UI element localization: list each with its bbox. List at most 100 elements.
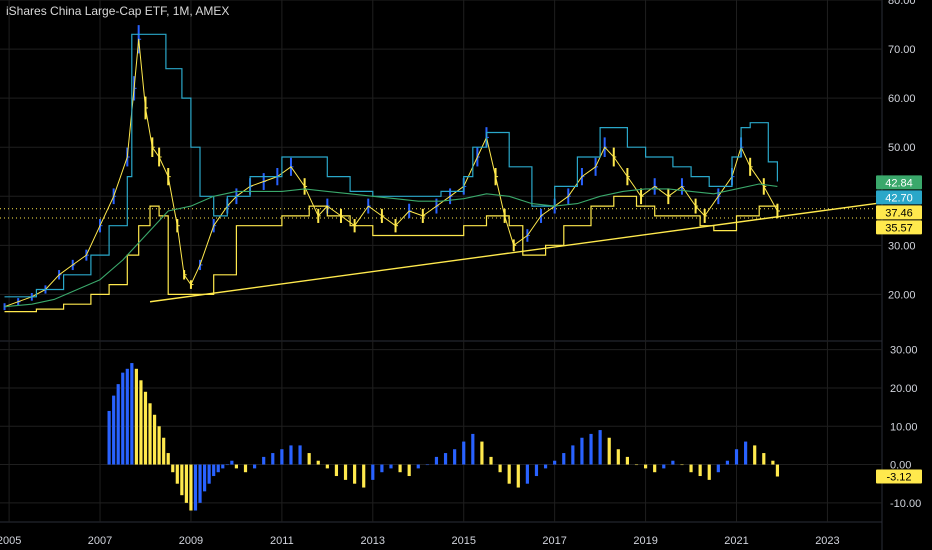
histogram-bar bbox=[307, 453, 311, 465]
histogram-bar bbox=[280, 449, 284, 465]
histogram-bar bbox=[253, 464, 257, 469]
histogram-bar bbox=[507, 464, 511, 484]
histogram-bar bbox=[616, 449, 620, 465]
last-value-label: 42.70 bbox=[885, 192, 913, 204]
histogram-bar bbox=[171, 464, 175, 473]
last-value-badge bbox=[876, 190, 922, 205]
x-tick-label: 2005 bbox=[0, 535, 21, 547]
histogram-bar bbox=[243, 464, 248, 473]
histogram-bar bbox=[653, 464, 657, 473]
histogram-bar bbox=[716, 464, 720, 473]
hist-y-tick-label: 0.00 bbox=[890, 460, 911, 472]
last-value-badge bbox=[876, 220, 922, 235]
histogram-bar bbox=[607, 437, 611, 465]
hist-y-tick-label: 10.00 bbox=[890, 421, 918, 433]
histogram-bar bbox=[407, 464, 411, 477]
histogram-bar bbox=[221, 464, 225, 469]
price-y-tick-label: 80.00 bbox=[888, 0, 916, 7]
chart-title: iShares China Large-Cap ETF, 1M, AMEX bbox=[6, 4, 230, 18]
histogram-bar bbox=[316, 460, 320, 465]
histogram-bar bbox=[334, 464, 339, 477]
x-tick-label: 2017 bbox=[542, 535, 566, 547]
histogram-bar bbox=[525, 464, 529, 484]
hist-y-tick-label: 20.00 bbox=[890, 383, 918, 395]
histogram-bar bbox=[625, 456, 629, 465]
histogram-bar bbox=[289, 445, 293, 465]
histogram-bar bbox=[112, 395, 116, 465]
hist-last-value-label: -3.12 bbox=[886, 472, 911, 484]
histogram-bar bbox=[471, 433, 475, 465]
histogram-bar bbox=[184, 464, 188, 503]
histogram-bar bbox=[543, 464, 548, 469]
x-tick-label: 2013 bbox=[361, 535, 385, 547]
price-y-tick-label: 30.00 bbox=[888, 240, 916, 252]
histogram-bar bbox=[121, 372, 125, 465]
histogram-bar bbox=[498, 464, 502, 473]
histogram-bar bbox=[125, 368, 129, 465]
last-value-label: 42.84 bbox=[885, 177, 913, 189]
histogram-bar bbox=[462, 441, 466, 465]
histogram-bar bbox=[298, 445, 302, 465]
histogram-bar bbox=[134, 368, 138, 465]
histogram-bar bbox=[343, 464, 348, 480]
histogram-bar bbox=[202, 464, 207, 492]
hist-last-value-badge bbox=[876, 469, 922, 484]
histogram-bar bbox=[166, 453, 170, 465]
histogram-bar bbox=[771, 460, 775, 465]
histogram-bar bbox=[443, 453, 448, 465]
histogram-panel bbox=[107, 363, 780, 511]
price-y-tick-label: 60.00 bbox=[888, 93, 916, 105]
histogram-bar bbox=[753, 445, 757, 465]
histogram-bar bbox=[398, 464, 402, 473]
histogram-bar bbox=[725, 460, 730, 465]
x-tick-label: 2023 bbox=[815, 535, 839, 547]
x-tick-label: 2021 bbox=[724, 535, 748, 547]
histogram-bar bbox=[362, 464, 366, 488]
histogram-bar bbox=[707, 464, 711, 480]
histogram-bar bbox=[212, 464, 216, 477]
price-panel bbox=[0, 25, 883, 313]
histogram-bar bbox=[130, 363, 134, 465]
histogram-bar bbox=[434, 456, 439, 465]
price-y-tick-label: 50.00 bbox=[888, 142, 916, 154]
histogram-bar bbox=[453, 449, 457, 465]
histogram-bar bbox=[230, 460, 234, 465]
histogram-bar bbox=[180, 464, 184, 496]
histogram-bar bbox=[380, 464, 384, 473]
histogram-bar bbox=[207, 464, 211, 484]
histogram-bar bbox=[107, 410, 111, 465]
lower-band-line bbox=[4, 195, 779, 313]
histogram-bar bbox=[162, 437, 166, 465]
x-tick-label: 2011 bbox=[270, 535, 294, 547]
histogram-bar bbox=[175, 464, 179, 484]
x-tick-label: 2009 bbox=[179, 535, 203, 547]
last-value-label: 35.57 bbox=[885, 222, 913, 234]
histogram-bar bbox=[580, 437, 584, 465]
histogram-bar bbox=[262, 456, 266, 465]
histogram-bar bbox=[193, 464, 198, 511]
histogram-bar bbox=[598, 430, 602, 465]
last-value-badge bbox=[876, 205, 922, 220]
histogram-bar bbox=[534, 464, 539, 477]
histogram-bar bbox=[698, 464, 702, 477]
histogram-bar bbox=[139, 380, 143, 465]
histogram-bar bbox=[516, 464, 520, 488]
x-tick-label: 2015 bbox=[451, 535, 475, 547]
histogram-bar bbox=[662, 464, 666, 469]
hist-y-tick-label: 30.00 bbox=[890, 345, 918, 357]
price-y-tick-label: 70.00 bbox=[888, 44, 916, 56]
histogram-bar bbox=[762, 453, 766, 465]
histogram-bar bbox=[553, 460, 557, 465]
histogram-bar bbox=[562, 453, 566, 465]
price-series-line bbox=[4, 38, 778, 308]
histogram-bar bbox=[416, 464, 420, 469]
histogram-bar bbox=[234, 464, 239, 469]
histogram-bar bbox=[671, 460, 675, 465]
histogram-bar bbox=[634, 464, 639, 466]
histogram-bar bbox=[225, 464, 229, 466]
histogram-bar bbox=[571, 445, 575, 465]
price-y-tick-label: 20.00 bbox=[888, 289, 916, 301]
histogram-bar bbox=[148, 403, 152, 465]
